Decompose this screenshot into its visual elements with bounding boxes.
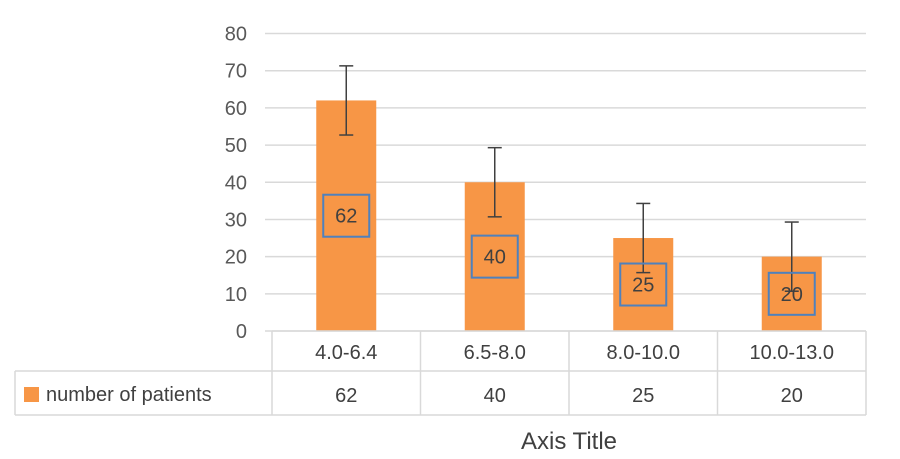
y-tick-label: 0 [236, 321, 247, 343]
y-tick-label: 50 [225, 135, 247, 157]
table-value: 62 [335, 385, 357, 407]
data-label-box [619, 262, 668, 307]
y-axis-ticks: 0 10 20 30 40 50 60 70 80 [225, 24, 247, 344]
y-tick-label: 40 [225, 172, 247, 194]
y-tick-label: 10 [225, 284, 247, 306]
category-label: 10.0-13.0 [749, 342, 834, 364]
data-label: 40 [484, 247, 506, 269]
data-label-box [470, 234, 519, 279]
legend-swatch [24, 387, 39, 402]
data-labels: 62 40 25 20 [322, 193, 816, 316]
table-value: 20 [781, 385, 803, 407]
y-tick-label: 60 [225, 98, 247, 120]
y-tick-label: 20 [225, 247, 247, 269]
data-label: 20 [781, 284, 803, 306]
category-label: 8.0-10.0 [607, 342, 680, 364]
bar [316, 100, 377, 331]
data-label-box [322, 193, 371, 238]
data-label: 25 [632, 275, 654, 297]
data-label: 62 [335, 206, 357, 228]
y-tick-label: 70 [225, 61, 247, 83]
table-value: 25 [632, 385, 654, 407]
data-table: 4.0-6.4 62 6.5-8.0 40 8.0-10.0 25 10.0-13.0 20 n… [14, 330, 867, 416]
error-bars [339, 65, 799, 292]
bars [316, 100, 822, 331]
category-label: 6.5-8.0 [464, 342, 526, 364]
x-axis-title: Axis Title [521, 428, 617, 455]
category-label: 4.0-6.4 [315, 342, 377, 364]
data-label-box [767, 271, 816, 316]
y-tick-label: 80 [225, 24, 247, 46]
y-tick-label: 30 [225, 209, 247, 231]
table-value: 40 [484, 385, 506, 407]
legend-label: number of patients [46, 384, 212, 406]
